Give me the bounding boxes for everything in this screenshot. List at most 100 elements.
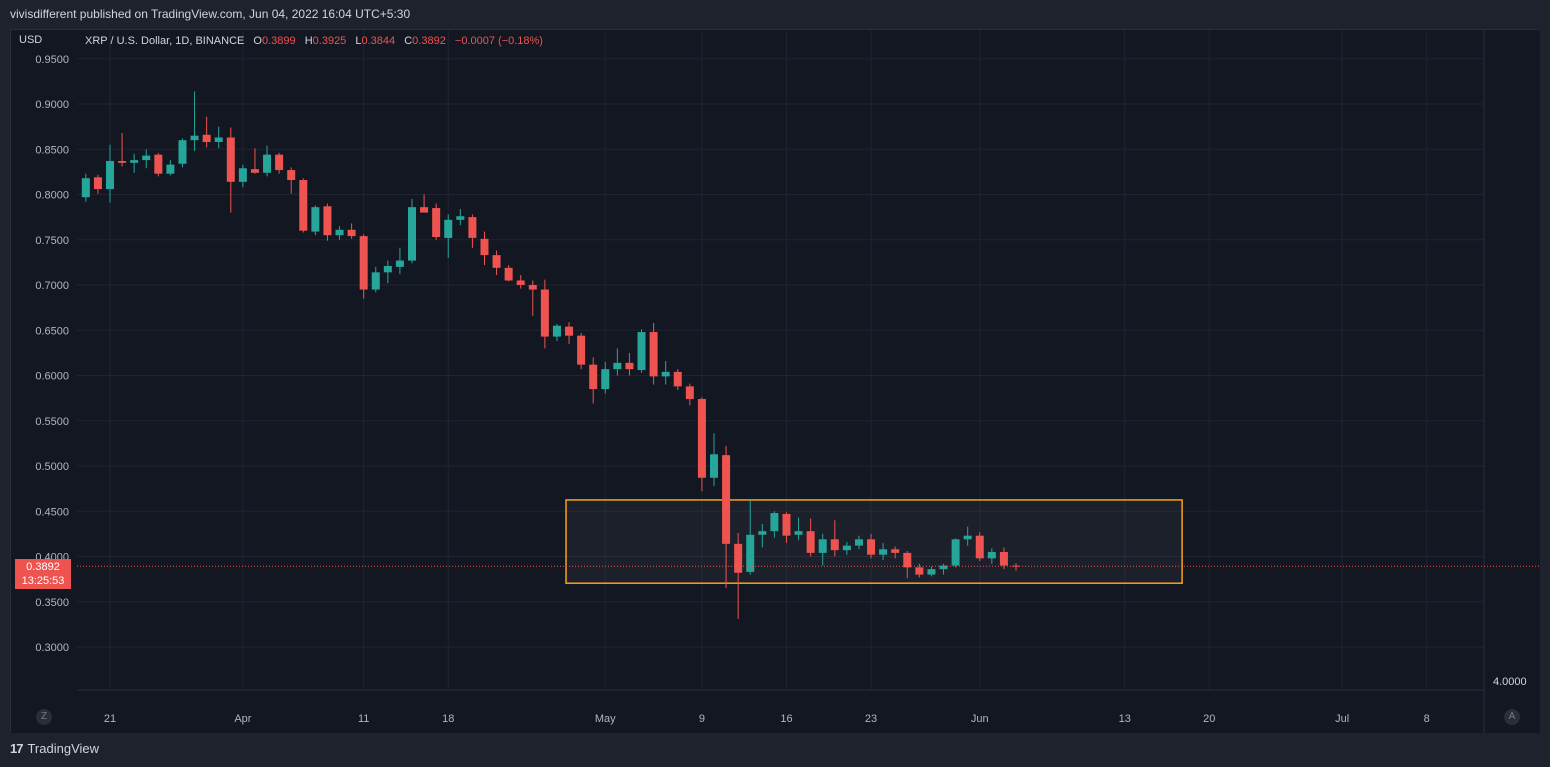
candle-body <box>347 229 356 237</box>
candle-body <box>408 207 416 261</box>
candlestick-chart[interactable]: 0.9500 0.9000 0.8500 0.8000 0.7500 0.7000 0.65… <box>11 30 1540 733</box>
y-tick-label: 0.5000 <box>35 461 69 473</box>
close-value: 0.3892 <box>412 35 446 47</box>
candle-body <box>552 325 561 337</box>
candle-body <box>782 513 791 536</box>
tradingview-mark-icon: 17 <box>10 741 24 756</box>
tradingview-brand: TradingView <box>27 741 100 756</box>
close-key: C <box>404 35 413 47</box>
candle-body <box>371 272 380 290</box>
candle-body <box>202 134 211 143</box>
x-tick-label: May <box>595 713 616 725</box>
x-tick-label: 21 <box>104 713 116 725</box>
y-tick-label: 0.8000 <box>35 190 69 202</box>
candle-body <box>613 362 622 370</box>
candle-body <box>335 229 344 236</box>
symbol-line: XRP / U.S. Dollar, 1D, BINANCE <box>85 35 245 47</box>
open-value: 0.3899 <box>261 35 296 47</box>
tradingview-logo[interactable]: 17 TradingView <box>10 741 99 756</box>
y-tick-label: 0.9000 <box>35 99 69 111</box>
candle-body <box>178 140 187 164</box>
x-tick-label: 11 <box>358 713 369 725</box>
candle-body <box>649 332 658 377</box>
candle-body <box>166 164 175 174</box>
candle-body <box>480 238 489 256</box>
high-value: 0.3925 <box>312 35 347 47</box>
candle-body <box>106 161 114 190</box>
candle-body <box>927 569 936 575</box>
candle-body <box>444 219 453 238</box>
last-price: 0.3892 <box>26 561 60 573</box>
candle-body <box>130 160 139 163</box>
candle-body <box>987 551 996 559</box>
x-tick-label: 9 <box>699 713 705 725</box>
candle-body <box>81 178 90 198</box>
candle-body <box>685 386 694 400</box>
candle-body <box>395 260 404 267</box>
candle-body <box>359 236 368 290</box>
candle-body <box>637 332 646 371</box>
x-tick-label: Jun <box>971 713 989 725</box>
candle-body <box>263 154 272 173</box>
candle-body <box>528 285 537 290</box>
candle-body <box>516 280 525 285</box>
candle-body <box>250 169 259 173</box>
candle-body <box>975 535 984 559</box>
y-tick-label: 0.3500 <box>35 597 69 609</box>
open-key: O <box>253 35 262 47</box>
auto-scale-button[interactable]: A <box>1504 709 1520 725</box>
y-tick-label: 0.6500 <box>35 325 69 337</box>
y-tick-label: 0.7000 <box>35 280 69 292</box>
high-key: H <box>304 35 313 47</box>
candle-body <box>999 551 1008 566</box>
change-value: −0.0007 (−0.18%) <box>454 35 543 47</box>
candle-body <box>565 326 574 336</box>
candle-body <box>238 168 247 182</box>
x-tick-label: 13 <box>1119 713 1131 725</box>
x-tick-label: 18 <box>442 713 454 725</box>
candle-body <box>142 155 151 161</box>
low-value: 0.3844 <box>361 35 396 47</box>
candle-body <box>456 216 465 220</box>
currency-label: USD <box>19 34 43 46</box>
candle-body <box>854 539 863 546</box>
candle-body <box>589 364 598 390</box>
candle-body <box>818 539 827 553</box>
publisher-line: vivisdifferent published on TradingView.… <box>10 7 411 21</box>
chart-frame[interactable]: 0.9500 0.9000 0.8500 0.8000 0.7500 0.7000 0.65… <box>10 29 1540 733</box>
candle-body <box>323 206 332 236</box>
x-tick-label: Jul <box>1335 713 1349 725</box>
low-key: L <box>355 35 362 47</box>
candle-body <box>601 369 610 390</box>
candle-body <box>287 170 296 181</box>
y-tick-label: 0.6000 <box>35 371 69 383</box>
candle-body <box>722 455 731 544</box>
y-tick-label: 0.9500 <box>35 54 69 66</box>
candle-body <box>746 534 755 572</box>
chart-legend: XRP / U.S. Dollar, 1D, BINANCE O0.3899 H… <box>85 35 543 47</box>
candle-body <box>710 454 718 478</box>
candle-body <box>311 207 320 232</box>
plot-background <box>11 30 1540 733</box>
bar-countdown: 13:25:53 <box>21 575 65 587</box>
zoom-reset-button[interactable]: Z <box>36 709 52 725</box>
candle-body <box>468 217 477 238</box>
candle-body <box>951 539 960 566</box>
candle-body <box>915 567 924 575</box>
candle-body <box>275 154 284 171</box>
candle-body <box>299 180 308 231</box>
candle-body <box>540 289 549 337</box>
candle-body <box>830 539 839 551</box>
candle-body <box>214 137 223 143</box>
candle-body <box>842 545 851 551</box>
candle-body <box>734 543 743 573</box>
secondary-scale-value: 4.0000 <box>1493 676 1527 688</box>
candle-body <box>661 371 670 377</box>
candle-body <box>118 161 127 163</box>
y-tick-label: 0.5500 <box>35 416 69 428</box>
candle-body <box>770 513 779 532</box>
x-tick-label: 8 <box>1424 713 1430 725</box>
y-tick-label: 0.4500 <box>35 506 69 518</box>
candle-body <box>383 265 392 273</box>
candle-body <box>190 135 199 141</box>
